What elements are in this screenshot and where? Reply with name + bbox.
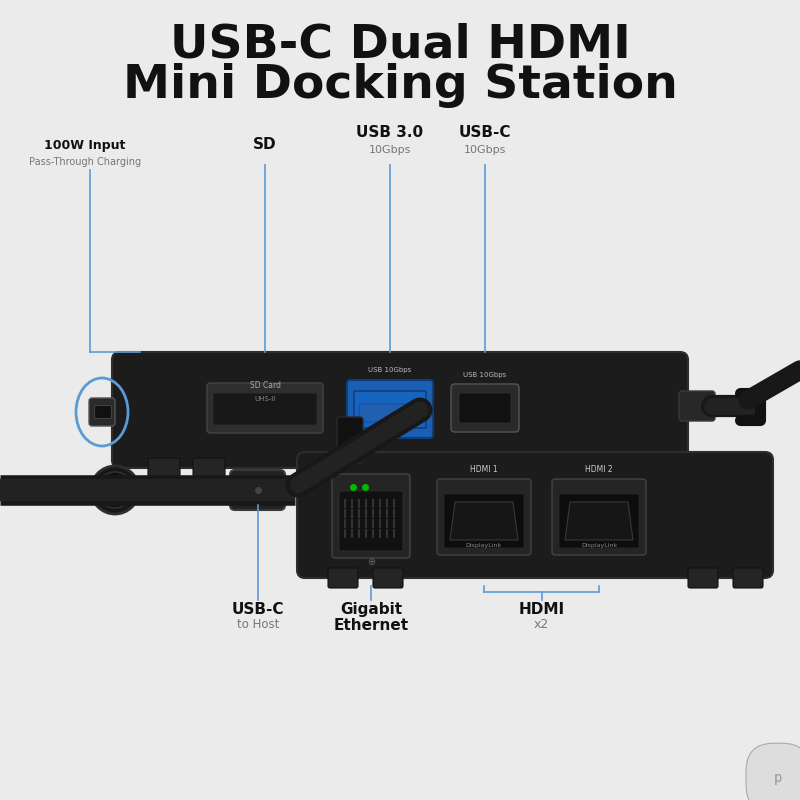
FancyBboxPatch shape bbox=[148, 458, 180, 480]
Text: 10Gbps: 10Gbps bbox=[369, 145, 411, 155]
FancyBboxPatch shape bbox=[207, 383, 323, 433]
Text: Pass-Through Charging: Pass-Through Charging bbox=[29, 157, 141, 167]
Text: USB 10Gbps: USB 10Gbps bbox=[368, 367, 412, 373]
Text: SD Card: SD Card bbox=[250, 381, 281, 390]
FancyBboxPatch shape bbox=[688, 568, 718, 588]
Text: Ethernet: Ethernet bbox=[334, 618, 409, 633]
FancyBboxPatch shape bbox=[297, 452, 773, 578]
Text: x2: x2 bbox=[534, 618, 549, 631]
FancyBboxPatch shape bbox=[679, 391, 715, 421]
FancyBboxPatch shape bbox=[373, 568, 403, 588]
Text: to Host: to Host bbox=[237, 618, 279, 631]
Text: HDMI: HDMI bbox=[518, 602, 565, 617]
Text: DisplayLink: DisplayLink bbox=[466, 543, 502, 548]
Text: ⊕: ⊕ bbox=[367, 557, 375, 567]
Text: SD: SD bbox=[253, 137, 277, 152]
Text: p: p bbox=[774, 771, 782, 785]
Text: Mini Docking Station: Mini Docking Station bbox=[122, 62, 678, 107]
Text: HDMI 2: HDMI 2 bbox=[585, 465, 613, 474]
Text: HDMI 1: HDMI 1 bbox=[470, 465, 498, 474]
Text: UHS-II: UHS-II bbox=[254, 396, 276, 402]
FancyBboxPatch shape bbox=[543, 458, 575, 480]
FancyBboxPatch shape bbox=[337, 417, 363, 463]
Polygon shape bbox=[565, 502, 633, 540]
FancyBboxPatch shape bbox=[339, 491, 403, 551]
FancyBboxPatch shape bbox=[112, 352, 688, 468]
FancyBboxPatch shape bbox=[230, 470, 285, 510]
Text: DisplayLink: DisplayLink bbox=[581, 543, 617, 548]
FancyBboxPatch shape bbox=[94, 406, 111, 418]
FancyBboxPatch shape bbox=[559, 494, 639, 548]
Text: USB 3.0: USB 3.0 bbox=[357, 125, 423, 140]
FancyBboxPatch shape bbox=[359, 404, 421, 422]
FancyBboxPatch shape bbox=[354, 391, 426, 428]
FancyBboxPatch shape bbox=[89, 398, 115, 426]
Circle shape bbox=[97, 472, 133, 508]
FancyBboxPatch shape bbox=[588, 458, 620, 480]
Text: Gigabit: Gigabit bbox=[340, 602, 402, 617]
FancyBboxPatch shape bbox=[193, 458, 225, 480]
FancyBboxPatch shape bbox=[332, 474, 410, 558]
FancyBboxPatch shape bbox=[733, 568, 763, 588]
FancyBboxPatch shape bbox=[552, 479, 646, 555]
FancyBboxPatch shape bbox=[444, 494, 524, 548]
Text: USB-C: USB-C bbox=[232, 602, 284, 617]
Circle shape bbox=[91, 466, 139, 514]
FancyBboxPatch shape bbox=[328, 568, 358, 588]
FancyBboxPatch shape bbox=[459, 393, 511, 423]
Text: USB-C Dual HDMI: USB-C Dual HDMI bbox=[170, 22, 630, 67]
FancyBboxPatch shape bbox=[213, 393, 317, 425]
FancyBboxPatch shape bbox=[347, 380, 433, 438]
Text: USB-C: USB-C bbox=[458, 125, 511, 140]
Polygon shape bbox=[450, 502, 518, 540]
Text: USB 10Gbps: USB 10Gbps bbox=[463, 372, 506, 378]
FancyBboxPatch shape bbox=[437, 479, 531, 555]
FancyBboxPatch shape bbox=[451, 384, 519, 432]
Text: 100W Input: 100W Input bbox=[44, 139, 126, 152]
Text: 10Gbps: 10Gbps bbox=[464, 145, 506, 155]
